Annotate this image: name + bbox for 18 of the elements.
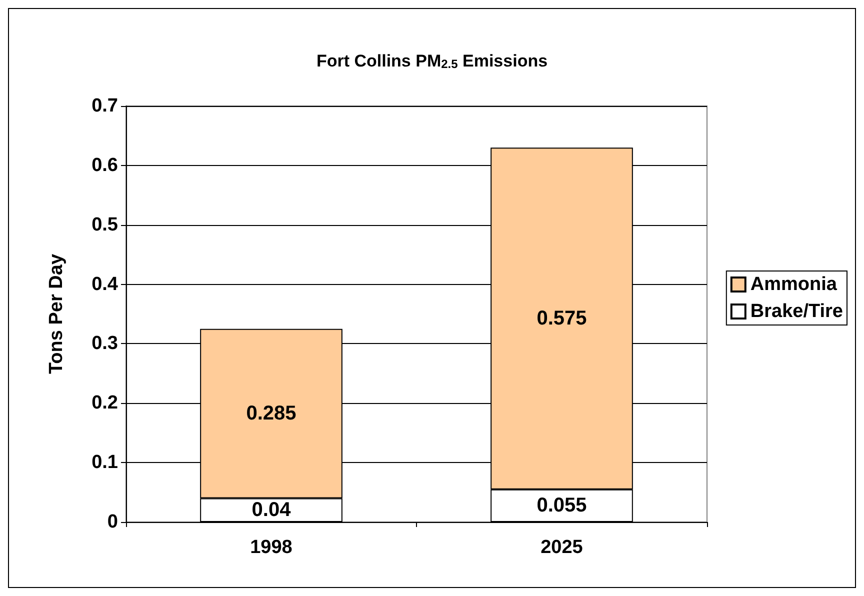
data-label: 0.575 <box>536 307 587 330</box>
data-label: 0.055 <box>536 494 587 517</box>
y-tick-label: 0.5 <box>92 214 118 236</box>
y-axis-title: Tons Per Day <box>46 254 67 374</box>
x-tick-label: 2025 <box>540 537 584 558</box>
y-tick-label: 0.6 <box>92 154 118 176</box>
y-tick-label: 0.4 <box>92 274 118 295</box>
legend-label: Brake/Tire <box>750 301 844 322</box>
data-label: 0.285 <box>246 402 296 425</box>
x-tick-label: 1998 <box>250 537 292 558</box>
data-label: 0.04 <box>252 499 292 522</box>
legend-label: Ammonia <box>750 274 838 295</box>
chart-title: Fort Collins PM2.5 Emissions <box>316 52 548 71</box>
y-tick-label: 0 <box>107 512 118 532</box>
y-tick-label: 0.7 <box>92 96 118 116</box>
y-tick-label: 0.1 <box>92 452 118 474</box>
y-tick-label: 0.2 <box>92 392 118 414</box>
y-tick-label: 0.3 <box>92 333 118 354</box>
